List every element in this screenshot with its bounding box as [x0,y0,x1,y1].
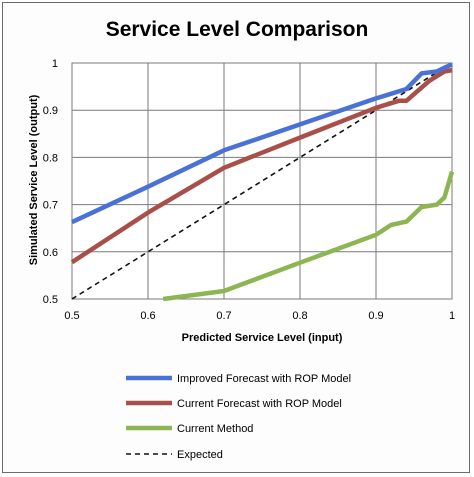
y-tick-label: 1 [52,58,58,70]
y-tick-label: 0.6 [43,247,58,259]
legend-label: Current Forecast with ROP Model [177,398,342,410]
legend-item-current-method: Current Method [126,423,253,435]
legend-label: Current Method [177,423,253,435]
y-tick-label: 0.8 [43,152,58,164]
x-tick-label: 1 [449,310,455,322]
legend-item-expected: Expected [126,449,223,461]
y-tick-label: 0.5 [43,294,58,306]
legend: Improved Forecast with ROP Model Current … [126,373,351,461]
x-tick-label: 0.7 [216,310,231,322]
chart-title: Service Level Comparison [105,18,369,41]
x-tick-label: 0.8 [292,310,307,322]
x-tick-label: 0.5 [64,310,79,322]
y-tick-label: 0.7 [43,200,58,212]
series-line-current-method [162,170,455,302]
legend-item-improved-forecast-with-rop-model: Improved Forecast with ROP Model [126,373,351,385]
y-axis-label: Simulated Service Level (output) [28,94,40,265]
x-axis-label: Predicted Service Level (input) [182,332,343,344]
series-lines [70,62,455,302]
legend-item-current-forecast-with-rop-model: Current Forecast with ROP Model [126,398,342,410]
legend-label: Improved Forecast with ROP Model [177,373,351,385]
series-line-improved-forecast-with-rop-model [71,62,453,225]
tick-labels: 0.5 0.6 0.7 0.8 0.9 1 0.5 0.6 0.7 0.8 0.9 1 [43,58,455,322]
series-line-current-forecast-with-rop-model [70,67,453,265]
x-tick-label: 0.6 [140,310,155,322]
x-tick-label: 0.9 [368,310,383,322]
y-tick-label: 0.9 [43,105,58,117]
legend-label: Expected [177,449,223,461]
